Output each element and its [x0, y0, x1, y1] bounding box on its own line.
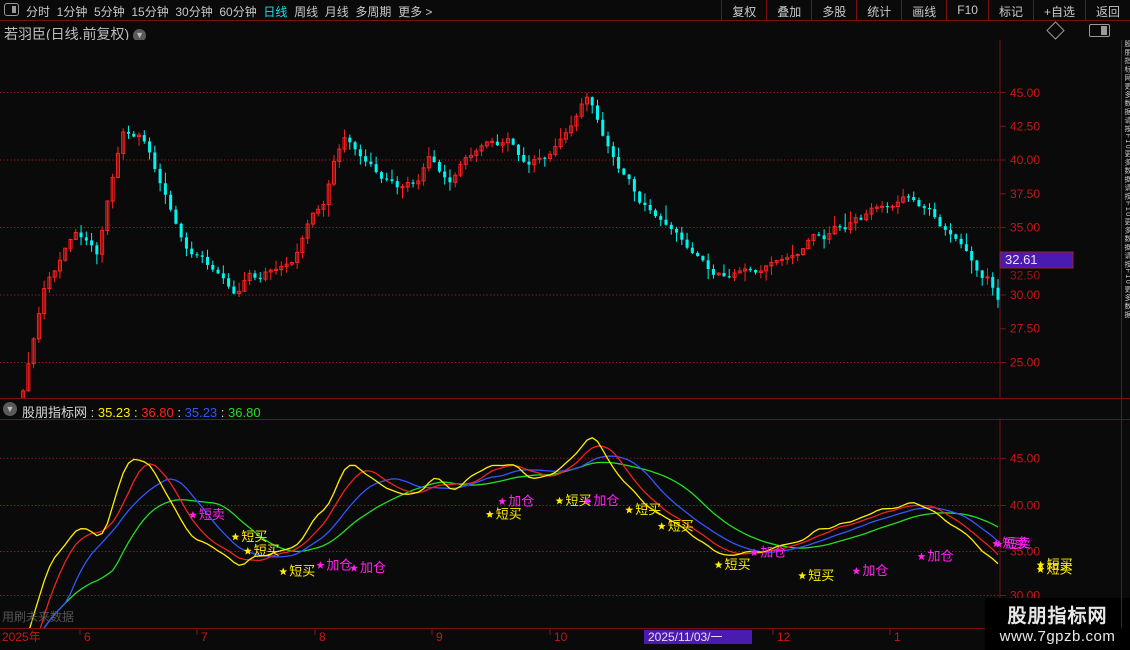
- svg-text:10: 10: [554, 630, 568, 644]
- svg-text:短买: 短买: [1047, 562, 1073, 577]
- svg-text:短买: 短买: [254, 543, 280, 558]
- svg-text:短买: 短买: [289, 564, 315, 579]
- svg-text:32.61: 32.61: [1005, 252, 1038, 267]
- svg-text:加仓: 加仓: [593, 493, 619, 508]
- svg-text:加仓: 加仓: [928, 549, 954, 564]
- svg-text:1: 1: [894, 630, 901, 644]
- svg-text:短买: 短买: [496, 507, 522, 522]
- svg-text:6: 6: [84, 630, 91, 644]
- svg-text:短买: 短买: [635, 502, 661, 517]
- svg-text:2025年: 2025年: [2, 630, 41, 644]
- svg-text:加仓: 加仓: [508, 494, 534, 509]
- svg-text:35.00: 35.00: [1010, 221, 1040, 235]
- svg-text:8: 8: [319, 630, 326, 644]
- svg-text:短买: 短买: [241, 529, 267, 544]
- svg-text:30.00: 30.00: [1010, 288, 1040, 302]
- svg-text:42.50: 42.50: [1010, 119, 1040, 133]
- svg-text:40.00: 40.00: [1010, 153, 1040, 167]
- svg-text:37.50: 37.50: [1010, 187, 1040, 201]
- svg-text:短买: 短买: [725, 557, 751, 572]
- svg-text:45.00: 45.00: [1010, 86, 1040, 100]
- svg-text:9: 9: [436, 630, 443, 644]
- svg-text:短卖: 短卖: [199, 507, 225, 522]
- svg-text:短卖: 短卖: [1002, 536, 1028, 551]
- svg-text:加仓: 加仓: [760, 545, 786, 560]
- svg-text:12: 12: [777, 630, 791, 644]
- svg-text:25.00: 25.00: [1010, 356, 1040, 370]
- svg-text:加仓: 加仓: [360, 560, 386, 575]
- svg-text:32.50: 32.50: [1010, 269, 1040, 283]
- svg-text:加仓: 加仓: [326, 557, 352, 572]
- svg-text:27.50: 27.50: [1010, 322, 1040, 336]
- svg-text:2025/11/03/一: 2025/11/03/一: [648, 630, 723, 644]
- svg-text:加仓: 加仓: [862, 563, 888, 578]
- svg-text:45.00: 45.00: [1010, 452, 1040, 466]
- svg-text:短买: 短买: [808, 568, 834, 583]
- svg-text:7: 7: [201, 630, 208, 644]
- svg-text:短买: 短买: [668, 518, 694, 533]
- svg-text:40.00: 40.00: [1010, 499, 1040, 513]
